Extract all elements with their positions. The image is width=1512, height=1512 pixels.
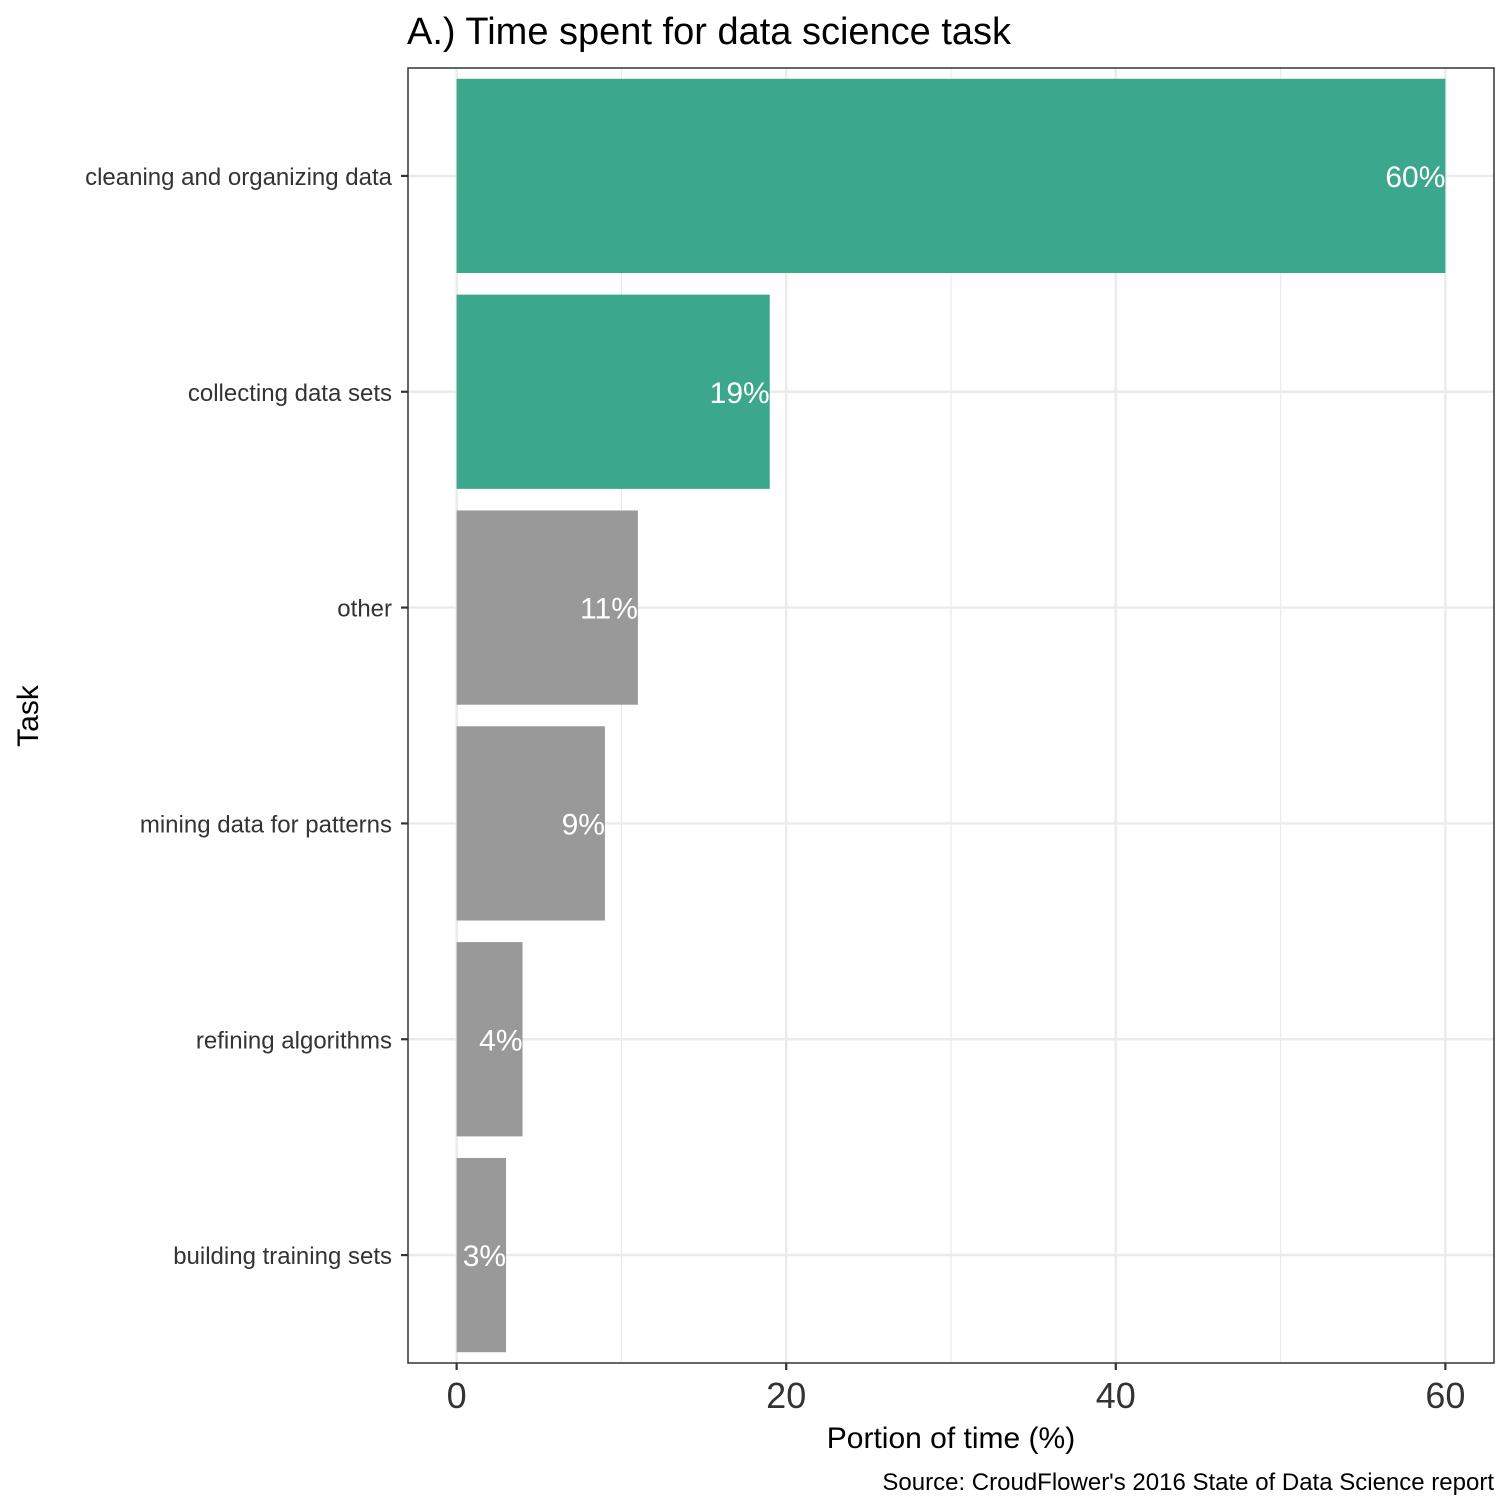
y-tick-label: cleaning and organizing data: [85, 164, 393, 191]
bar: [456, 942, 523, 1137]
x-tick-label: 60: [1425, 1375, 1465, 1416]
panel-border: [407, 67, 1495, 1364]
y-tick-label: building training sets: [173, 1243, 392, 1270]
y-tick-label: mining data for patterns: [140, 811, 392, 838]
x-tick-label: 40: [1096, 1375, 1136, 1416]
y-tick-label: other: [337, 596, 392, 623]
bar-value-label: 4%: [479, 1024, 522, 1057]
chart-caption: Source: CroudFlower's 2016 State of Data…: [882, 1469, 1494, 1496]
bar: [456, 510, 638, 705]
bar-value-label: 11%: [580, 593, 638, 626]
bars: [456, 78, 1446, 1353]
bar-value-label: 19%: [710, 377, 770, 410]
y-axis-title: Task: [12, 684, 45, 747]
y-tick-label: refining algorithms: [196, 1027, 392, 1054]
x-tick-label: 0: [447, 1375, 467, 1416]
x-axis-title: Portion of time (%): [827, 1422, 1075, 1455]
bar-value-label: 9%: [562, 808, 605, 841]
bar-value-labels: 60% 19% 11% 9% 4% 3%: [463, 161, 1446, 1273]
bar: [456, 294, 770, 489]
chart-title: A.) Time spent for data science task: [407, 11, 1012, 53]
bar: [456, 78, 1446, 274]
bar-value-label: 3%: [463, 1240, 506, 1273]
bar: [456, 1157, 507, 1353]
x-tick-label: 20: [766, 1375, 806, 1416]
bar-value-label: 60%: [1385, 161, 1445, 194]
x-axis: 0 20 40 60: [447, 1363, 1465, 1416]
y-tick-label: collecting data sets: [188, 380, 392, 407]
y-axis: cleaning and organizing data collecting d…: [85, 164, 408, 1270]
bar: [456, 726, 605, 921]
